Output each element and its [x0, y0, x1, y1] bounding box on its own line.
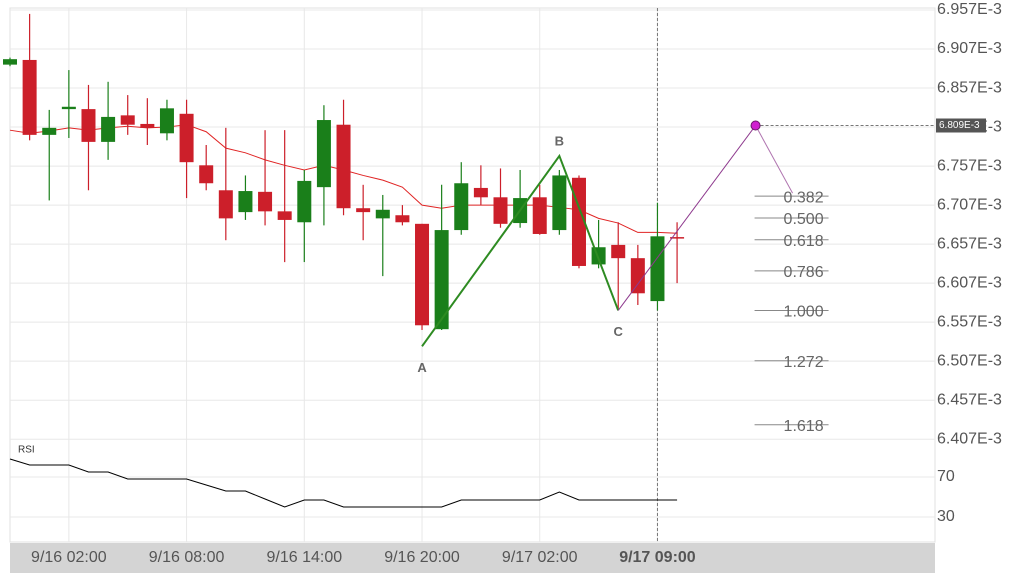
y-tick-label: 6.557E-3 — [937, 313, 1002, 330]
y-tick-label: 6.757E-3 — [937, 157, 1002, 174]
pattern-label: B — [555, 133, 564, 148]
y-tick-label: 6.607E-3 — [937, 274, 1002, 291]
x-tick-label: 9/16 08:00 — [149, 549, 225, 566]
candle-body — [218, 190, 233, 219]
candle-body — [611, 244, 626, 259]
x-tick-label: 9/17 09:00 — [619, 549, 696, 566]
y-tick-label: 6.707E-3 — [937, 196, 1002, 213]
candle-body — [356, 208, 371, 213]
candle-body — [101, 116, 116, 142]
x-tick-label: 9/16 20:00 — [384, 549, 460, 566]
fib-level-label: 0.786 — [784, 264, 824, 281]
candle-body — [22, 59, 37, 135]
fib-level-label: 0.618 — [784, 233, 824, 250]
fib-level-label: 1.000 — [784, 304, 824, 321]
candle-body — [591, 247, 606, 265]
pattern-label: A — [417, 360, 427, 375]
fib-level-label: 1.272 — [784, 354, 824, 371]
y-tick-label: 6.407E-3 — [937, 430, 1002, 447]
fib-level-label: 0.382 — [784, 189, 824, 206]
projection-label: 6.809E-3 — [939, 120, 980, 131]
candle-body — [81, 109, 96, 142]
y-tick-label: 6.857E-3 — [937, 79, 1002, 96]
y-tick-label: 6.457E-3 — [937, 391, 1002, 408]
candle-body — [316, 120, 331, 188]
candle-body — [336, 124, 351, 209]
candle-body — [454, 183, 469, 231]
fib-connector — [755, 125, 793, 194]
candle-body — [179, 113, 194, 163]
candle-body — [42, 127, 57, 135]
pattern-label: C — [614, 324, 624, 339]
candle-body — [650, 236, 665, 302]
candle-body — [61, 106, 76, 110]
x-tick-label: 9/16 02:00 — [31, 549, 107, 566]
projection-line — [617, 125, 756, 311]
y-tick-label: 6.957E-3 — [937, 1, 1002, 18]
candle-body — [258, 191, 273, 212]
y-tick-label: 6.907E-3 — [937, 40, 1002, 57]
candle-body — [532, 197, 547, 234]
candle-body — [277, 211, 292, 220]
candle-body — [3, 59, 17, 65]
candle-body — [630, 258, 645, 294]
fib-level-label: 0.500 — [784, 211, 824, 228]
candle-body — [434, 230, 449, 330]
x-tick-label: 9/17 02:00 — [502, 549, 578, 566]
candle-body — [670, 237, 685, 239]
rsi-line — [9, 458, 678, 508]
projection-point — [750, 120, 761, 131]
candle-body — [552, 175, 567, 231]
projection-label-box — [936, 118, 986, 133]
candle-body — [140, 123, 155, 128]
rsi-tick-label: 30 — [937, 508, 955, 525]
rsi-tick-label: 70 — [937, 468, 955, 485]
x-axis-band — [10, 543, 935, 573]
pattern-line — [421, 153, 620, 347]
candle-body — [238, 191, 253, 213]
plot-border — [9, 7, 936, 543]
candle-body — [473, 187, 488, 198]
candle-body — [297, 180, 312, 223]
candle-body — [493, 197, 508, 224]
candle-body — [120, 115, 135, 125]
fib-level-label: 1.618 — [784, 418, 824, 435]
x-tick-label: 9/16 14:00 — [266, 549, 342, 566]
candle-body — [375, 209, 390, 219]
candle-body — [159, 108, 174, 134]
y-tick-label: 6.657E-3 — [937, 235, 1002, 252]
candle-body — [415, 223, 430, 326]
candle-body — [199, 165, 214, 184]
y-tick-label: 6.507E-3 — [937, 352, 1002, 369]
rsi-title: RSI — [18, 445, 35, 456]
candle-body — [395, 215, 410, 223]
